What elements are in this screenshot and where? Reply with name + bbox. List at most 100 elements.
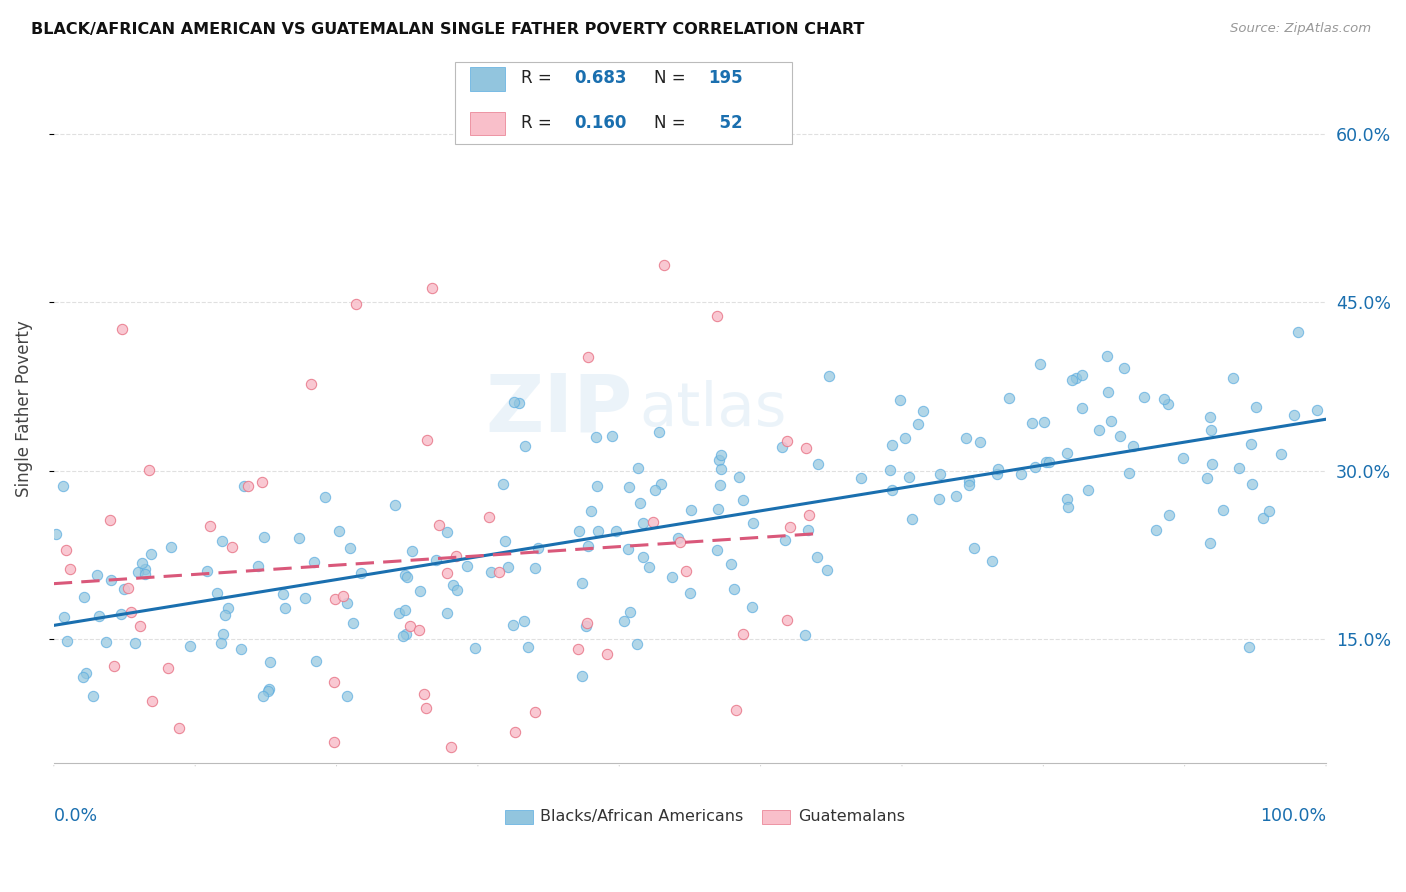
Point <box>72 670 94 684</box>
Point <box>427 518 450 533</box>
Point <box>706 543 728 558</box>
Point <box>1133 390 1156 404</box>
Point <box>273 600 295 615</box>
Point <box>928 492 950 507</box>
Point <box>384 498 406 512</box>
Bar <box>762 810 790 824</box>
Bar <box>470 67 506 90</box>
Point <box>441 578 464 592</box>
Point <box>1153 392 1175 406</box>
Point <box>1114 360 1136 375</box>
Point <box>156 661 179 675</box>
Point <box>1171 451 1194 466</box>
Point <box>1056 446 1078 460</box>
Point <box>160 540 183 554</box>
Point <box>217 601 239 615</box>
Point <box>631 549 654 564</box>
Point <box>287 531 309 545</box>
Point <box>666 531 689 545</box>
Point <box>56 634 79 648</box>
Point <box>720 557 742 571</box>
Text: 0.0%: 0.0% <box>53 807 98 825</box>
Point <box>413 687 436 701</box>
Point <box>980 554 1002 568</box>
Point <box>794 441 817 455</box>
Point <box>706 309 728 323</box>
Point <box>681 503 703 517</box>
Point <box>513 614 536 628</box>
Point <box>770 440 793 454</box>
Point <box>1284 408 1306 422</box>
Point <box>86 568 108 582</box>
Point <box>45 526 67 541</box>
Text: 0.160: 0.160 <box>574 114 627 132</box>
Point <box>464 640 486 655</box>
Point <box>391 629 413 643</box>
Point <box>641 515 664 529</box>
Point <box>969 435 991 450</box>
Point <box>388 606 411 620</box>
Point <box>344 296 367 310</box>
Point <box>596 647 619 661</box>
Point <box>205 586 228 600</box>
Point <box>945 489 967 503</box>
Point <box>1097 385 1119 400</box>
Point <box>502 617 524 632</box>
Point <box>796 524 818 538</box>
Text: R =: R = <box>520 114 557 132</box>
Point <box>332 589 354 603</box>
Text: 100.0%: 100.0% <box>1260 807 1326 825</box>
Point <box>211 534 233 549</box>
Point <box>246 559 269 574</box>
Point <box>103 659 125 673</box>
Point <box>1222 371 1244 385</box>
Point <box>723 582 745 596</box>
Point <box>728 469 751 483</box>
Point <box>1021 416 1043 430</box>
Point <box>1108 429 1130 443</box>
Point <box>567 642 589 657</box>
Point <box>1035 455 1057 469</box>
Point <box>250 475 273 490</box>
Point <box>1056 500 1078 514</box>
Point <box>648 425 671 439</box>
Point <box>1038 455 1060 469</box>
Point <box>605 524 627 538</box>
Point <box>710 448 733 462</box>
Point <box>650 476 672 491</box>
Point <box>987 462 1010 476</box>
Point <box>305 654 328 668</box>
Point <box>209 636 232 650</box>
Y-axis label: Single Father Poverty: Single Father Poverty <box>15 321 32 498</box>
Point <box>53 609 76 624</box>
Point <box>1199 423 1222 437</box>
Point <box>679 586 702 600</box>
Point <box>198 518 221 533</box>
Point <box>707 502 730 516</box>
Point <box>229 641 252 656</box>
Point <box>575 619 598 633</box>
Point <box>882 438 904 452</box>
Point <box>212 626 235 640</box>
Point <box>408 623 430 637</box>
Point <box>1024 460 1046 475</box>
Point <box>1305 403 1327 417</box>
Point <box>1066 371 1088 385</box>
Point <box>1227 460 1250 475</box>
Point <box>1286 325 1309 339</box>
Point <box>1122 439 1144 453</box>
Text: 0.683: 0.683 <box>574 70 627 87</box>
Point <box>73 590 96 604</box>
Point <box>957 474 980 488</box>
Point <box>929 467 952 482</box>
Text: Blacks/African Americans: Blacks/African Americans <box>540 808 742 823</box>
FancyBboxPatch shape <box>454 62 792 144</box>
Point <box>963 541 986 555</box>
Point <box>807 457 830 471</box>
Point <box>1239 437 1261 451</box>
Point <box>339 541 361 555</box>
Point <box>1240 476 1263 491</box>
Point <box>1270 447 1292 461</box>
Point <box>479 565 502 579</box>
Point <box>120 605 142 619</box>
